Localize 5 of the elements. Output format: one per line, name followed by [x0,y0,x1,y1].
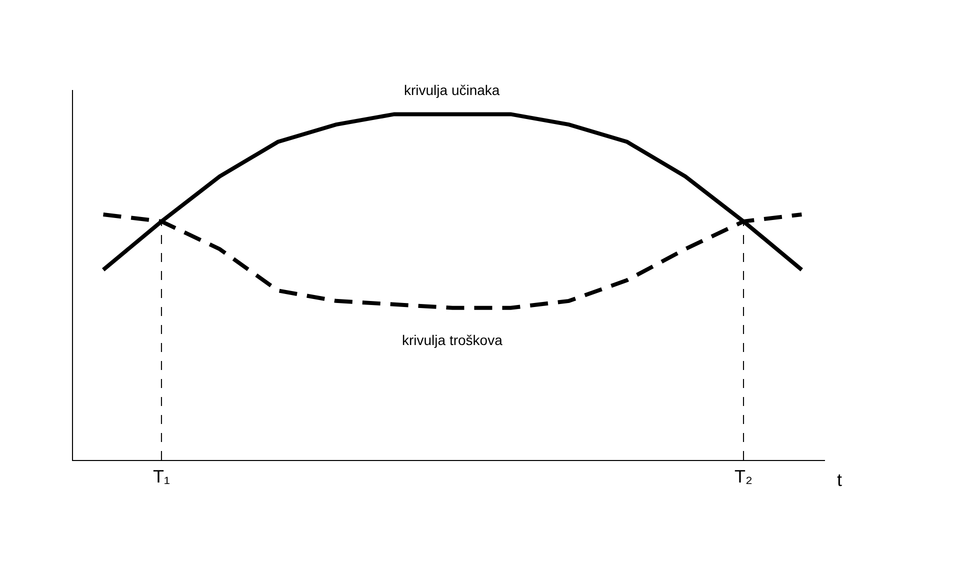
x-tick-label: T₂ [734,466,753,487]
series-label: krivulja učinaka [404,82,500,98]
x-axis-title: t [837,470,842,490]
x-tick-label: T₁ [152,466,170,487]
series-label: krivulja troškova [402,332,503,348]
